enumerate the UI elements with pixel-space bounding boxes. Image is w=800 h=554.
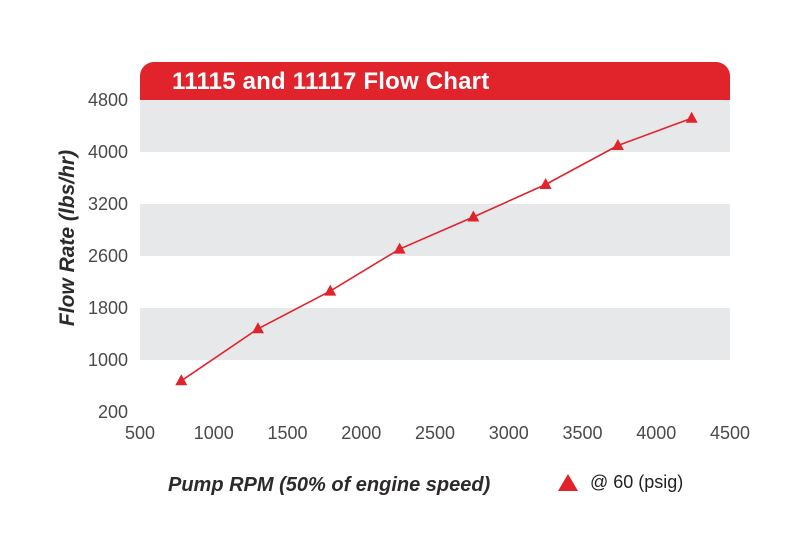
data-point-marker	[685, 111, 698, 123]
data-point-marker	[175, 374, 188, 386]
chart-title-bar: 11115 and 11117 Flow Chart	[140, 62, 730, 100]
data-point-marker	[324, 284, 337, 296]
legend-triangle-icon	[558, 474, 578, 491]
plot-band	[140, 256, 730, 308]
x-axis-label: Pump RPM (50% of engine speed)	[168, 474, 491, 496]
plot-band	[140, 100, 730, 152]
data-point-marker	[611, 139, 624, 150]
y-tick-label: 200	[98, 402, 128, 422]
x-tick-label: 2000	[341, 423, 381, 443]
plot-band	[140, 152, 730, 204]
legend: @ 60 (psig)	[558, 472, 683, 493]
x-tick-label: 3000	[489, 423, 529, 443]
y-axis-label: Flow Rate (lbs/hr)	[56, 149, 79, 327]
data-point-marker	[393, 242, 406, 254]
y-tick-label: 4800	[88, 90, 128, 110]
plot-band	[140, 360, 730, 412]
data-point-marker	[252, 322, 264, 334]
plot-band	[140, 308, 730, 360]
y-tick-label: 1800	[88, 298, 128, 318]
x-tick-label: 1000	[194, 423, 234, 443]
x-tick-label: 1500	[267, 423, 307, 443]
x-tick-label: 4500	[710, 423, 750, 443]
legend-label: @ 60 (psig)	[590, 472, 684, 492]
x-tick-label: 4000	[636, 423, 676, 443]
x-tick-label: 500	[125, 423, 155, 443]
y-tick-label: 1000	[88, 350, 128, 370]
y-tick-label: 2600	[88, 246, 128, 266]
x-tick-label: 3500	[562, 423, 602, 443]
data-point-marker	[467, 210, 480, 222]
y-tick-label: 4000	[88, 142, 128, 162]
flow-line	[180, 117, 692, 382]
plot-band	[140, 204, 730, 256]
data-point-marker	[539, 178, 552, 189]
x-tick-label: 2500	[415, 423, 455, 443]
chart-title: 11115 and 11117 Flow Chart	[172, 68, 490, 95]
y-tick-label: 3200	[88, 194, 128, 214]
